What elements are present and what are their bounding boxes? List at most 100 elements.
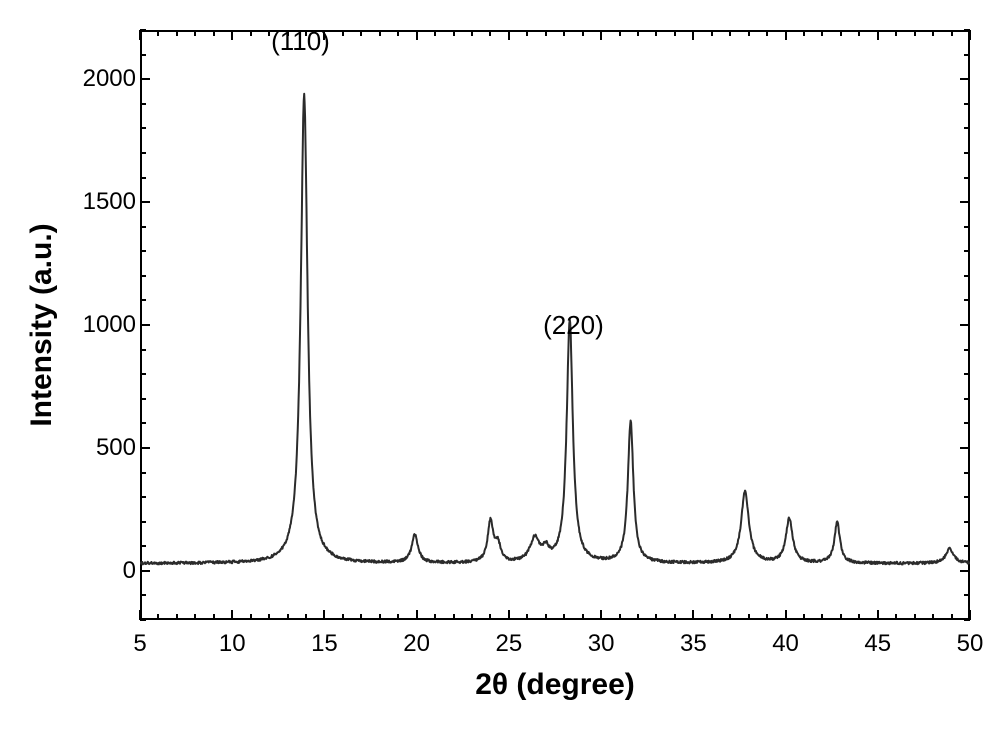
x-tick (416, 30, 418, 40)
x-minor-tick (655, 30, 657, 36)
x-tick (231, 610, 233, 620)
x-minor-tick (637, 614, 639, 620)
x-minor-tick (674, 614, 676, 620)
y-minor-tick (140, 177, 146, 179)
y-minor-tick (964, 496, 970, 498)
x-minor-tick (453, 614, 455, 620)
x-minor-tick (803, 614, 805, 620)
x-minor-tick (951, 30, 953, 36)
x-minor-tick (895, 30, 897, 36)
x-minor-tick (471, 614, 473, 620)
y-tick (140, 201, 150, 203)
x-minor-tick (397, 30, 399, 36)
y-minor-tick (140, 54, 146, 56)
x-tick (139, 30, 141, 40)
x-minor-tick (858, 30, 860, 36)
x-minor-tick (194, 30, 196, 36)
x-tick (785, 610, 787, 620)
y-minor-tick (964, 250, 970, 252)
x-tick (877, 30, 879, 40)
x-minor-tick (674, 30, 676, 36)
y-tick-label: 1000 (74, 311, 136, 339)
x-tick-label: 35 (680, 630, 707, 658)
y-tick-label: 0 (113, 557, 136, 585)
y-minor-tick (140, 422, 146, 424)
x-minor-tick (213, 30, 215, 36)
y-axis-label: Intensity (a.u.) (25, 223, 59, 426)
x-tick-label: 5 (133, 630, 146, 658)
x-minor-tick (434, 30, 436, 36)
x-minor-tick (526, 30, 528, 36)
x-tick-label: 25 (496, 630, 523, 658)
y-tick-label: 2000 (74, 65, 136, 93)
y-tick (960, 78, 970, 80)
x-minor-tick (157, 614, 159, 620)
x-minor-tick (619, 30, 621, 36)
y-minor-tick (140, 29, 146, 31)
y-minor-tick (964, 545, 970, 547)
x-tick (969, 30, 971, 40)
x-minor-tick (250, 30, 252, 36)
xrd-chart: 51015202530354045500500100015002000(110)… (0, 0, 1000, 752)
x-tick (877, 610, 879, 620)
y-minor-tick (140, 226, 146, 228)
x-tick (600, 610, 602, 620)
x-minor-tick (655, 614, 657, 620)
y-minor-tick (140, 373, 146, 375)
y-minor-tick (964, 472, 970, 474)
x-minor-tick (360, 30, 362, 36)
y-minor-tick (140, 250, 146, 252)
x-tick-label: 30 (588, 630, 615, 658)
y-minor-tick (140, 545, 146, 547)
y-tick (960, 324, 970, 326)
y-minor-tick (964, 127, 970, 129)
x-minor-tick (840, 30, 842, 36)
x-minor-tick (766, 614, 768, 620)
x-tick (785, 30, 787, 40)
y-tick-label: 500 (87, 434, 136, 462)
x-tick-label: 20 (403, 630, 430, 658)
y-minor-tick (964, 226, 970, 228)
y-minor-tick (964, 54, 970, 56)
y-minor-tick (140, 594, 146, 596)
x-minor-tick (582, 614, 584, 620)
y-minor-tick (140, 127, 146, 129)
x-minor-tick (287, 614, 289, 620)
x-minor-tick (895, 614, 897, 620)
x-minor-tick (471, 30, 473, 36)
x-minor-tick (545, 30, 547, 36)
y-minor-tick (964, 103, 970, 105)
y-minor-tick (140, 299, 146, 301)
x-tick (231, 30, 233, 40)
x-tick-label: 15 (311, 630, 338, 658)
x-minor-tick (194, 614, 196, 620)
x-minor-tick (526, 614, 528, 620)
x-minor-tick (932, 30, 934, 36)
x-axis-label: 2θ (degree) (475, 668, 635, 702)
x-minor-tick (213, 614, 215, 620)
x-minor-tick (914, 30, 916, 36)
x-minor-tick (563, 614, 565, 620)
y-minor-tick (140, 398, 146, 400)
y-minor-tick (964, 299, 970, 301)
x-minor-tick (176, 614, 178, 620)
y-minor-tick (140, 521, 146, 523)
y-minor-tick (964, 398, 970, 400)
x-minor-tick (729, 614, 731, 620)
x-minor-tick (397, 614, 399, 620)
x-minor-tick (360, 614, 362, 620)
y-minor-tick (964, 422, 970, 424)
x-minor-tick (821, 30, 823, 36)
x-minor-tick (748, 614, 750, 620)
x-minor-tick (637, 30, 639, 36)
y-tick (960, 570, 970, 572)
x-tick (692, 30, 694, 40)
x-minor-tick (840, 614, 842, 620)
x-minor-tick (563, 30, 565, 36)
x-minor-tick (858, 614, 860, 620)
x-tick (416, 610, 418, 620)
x-tick-label: 10 (219, 630, 246, 658)
x-minor-tick (951, 614, 953, 620)
y-minor-tick (964, 521, 970, 523)
x-minor-tick (803, 30, 805, 36)
